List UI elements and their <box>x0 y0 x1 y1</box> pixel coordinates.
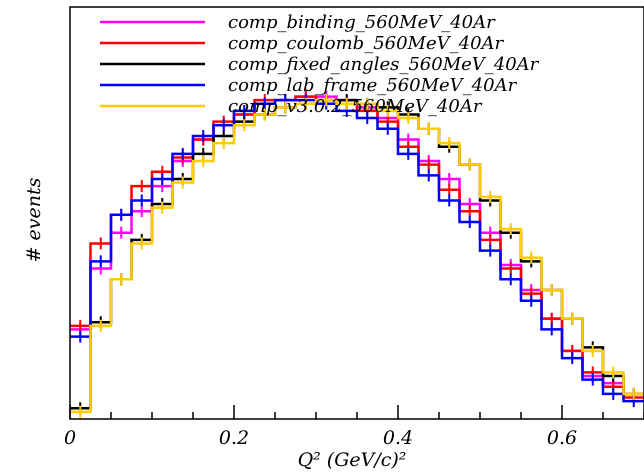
x-tick-label: 0 <box>64 427 76 449</box>
legend-label: comp_v3.0.2_560MeV_40Ar <box>228 96 483 117</box>
series-layer <box>70 90 644 418</box>
legend-entry: comp_binding_560MeV_40Ar <box>100 12 496 33</box>
series-line <box>70 95 644 396</box>
series-4 <box>70 94 644 418</box>
legend-label: comp_coulomb_560MeV_40Ar <box>228 33 505 54</box>
legend: comp_binding_560MeV_40Arcomp_coulomb_560… <box>100 12 540 117</box>
legend-label: comp_binding_560MeV_40Ar <box>228 12 496 33</box>
series-0 <box>70 90 644 400</box>
x-tick-label: 0.6 <box>547 427 577 449</box>
x-tick-label: 0.2 <box>219 427 249 449</box>
series-line <box>70 98 644 414</box>
series-2 <box>70 94 644 415</box>
ticks-layer: 0 0.2 0.4 0.6 <box>64 405 644 449</box>
legend-entry: comp_lab_frame_560MeV_40Ar <box>100 75 518 96</box>
series-line <box>70 95 644 399</box>
y-axis-title: # events <box>23 177 45 262</box>
legend-entry: comp_v3.0.2_560MeV_40Ar <box>100 96 483 117</box>
legend-entry: comp_fixed_angles_560MeV_40Ar <box>100 54 540 75</box>
series-3 <box>70 94 644 408</box>
legend-label: comp_fixed_angles_560MeV_40Ar <box>228 54 540 75</box>
series-line <box>70 98 644 403</box>
series-1 <box>70 90 644 404</box>
x-tick-label: 0.4 <box>383 427 413 449</box>
x-axis-title: Q² (GeV/c)² <box>298 449 407 471</box>
legend-entry: comp_coulomb_560MeV_40Ar <box>100 33 505 54</box>
legend-label: comp_lab_frame_560MeV_40Ar <box>228 75 518 96</box>
series-line <box>70 98 644 410</box>
